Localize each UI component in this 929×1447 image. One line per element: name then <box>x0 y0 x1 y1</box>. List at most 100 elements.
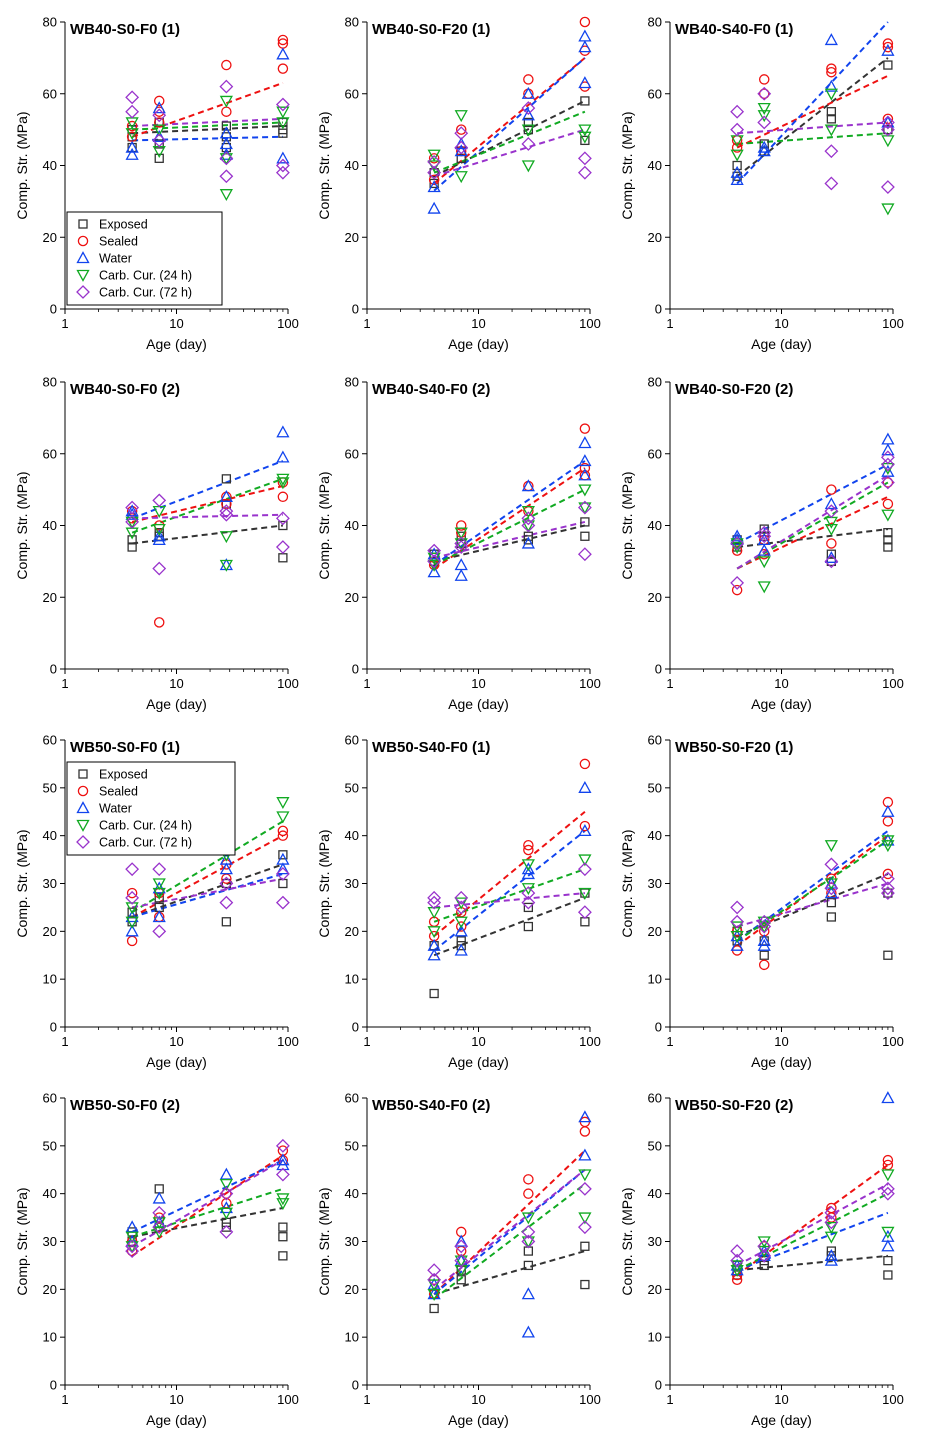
y-tick-label: 80 <box>345 375 359 390</box>
x-tick-label: 100 <box>277 676 299 691</box>
data-point-water <box>276 862 290 875</box>
trend-line-carb-cur-72-h <box>736 882 889 928</box>
y-tick-label: 30 <box>648 1234 662 1249</box>
data-point-carb-cur-24-h <box>757 556 771 569</box>
x-axis-label: Age (day) <box>146 696 207 712</box>
data-point-carb-cur-24-h <box>152 1226 166 1239</box>
data-point-exposed <box>732 171 742 181</box>
data-point-carb-cur-72-h <box>824 176 839 191</box>
data-point-water <box>454 558 468 571</box>
data-point-carb-cur-24-h <box>757 921 771 934</box>
data-point-carb-cur-24-h <box>427 1279 441 1292</box>
data-point-carb-cur-72-h <box>880 881 895 896</box>
x-tick-label: 1 <box>666 676 673 691</box>
data-point-sealed <box>153 117 165 128</box>
data-point-carb-cur-24-h <box>427 149 441 162</box>
y-tick-label: 0 <box>50 662 57 677</box>
data-point-carb-cur-72-h <box>125 1244 140 1258</box>
data-point-sealed <box>579 423 591 434</box>
data-point-exposed <box>883 528 893 538</box>
legend-label: Sealed <box>99 785 138 799</box>
panel-title: WB40-S0-F0 (2) <box>70 381 180 398</box>
data-point-sealed <box>455 520 467 531</box>
legend-marker-carb-cur-72-h <box>76 835 90 849</box>
panel-title: WB40-S40-F0 (2) <box>372 381 490 398</box>
data-point-exposed <box>278 1232 288 1242</box>
data-point-sealed <box>428 174 440 186</box>
chart-panel: 0 20 40 60 80 1 10 100 Age (day) Comp. Str. (MPa)… <box>316 15 601 353</box>
data-point-water <box>152 1191 166 1204</box>
data-point-carb-cur-24-h <box>521 859 535 872</box>
data-point-sealed <box>126 120 138 132</box>
y-tick-label: 40 <box>43 828 57 843</box>
y-tick-label: 80 <box>43 15 57 30</box>
panel-title: WB50-S0-F20 (2) <box>675 1097 793 1114</box>
data-point-carb-cur-24-h <box>152 878 166 891</box>
chart-panel: 0 20 40 60 80 1 10 100 Age (day) Comp. Str. (MPa)… <box>14 15 299 353</box>
data-point-carb-cur-24-h <box>125 516 139 529</box>
data-point-exposed <box>580 1241 590 1251</box>
y-tick-label: 40 <box>648 828 662 843</box>
data-point-carb-cur-24-h <box>521 520 535 533</box>
data-point-sealed <box>277 825 289 837</box>
data-point-water <box>427 938 441 951</box>
data-point-sealed <box>277 830 289 841</box>
data-point-exposed <box>580 517 590 527</box>
y-tick-label: 60 <box>43 1091 57 1106</box>
x-tick-label: 1 <box>61 316 68 331</box>
data-point-exposed <box>429 988 439 999</box>
x-tick-label: 1 <box>363 1034 370 1049</box>
legend-box <box>66 211 223 306</box>
data-point-carb-cur-72-h <box>219 507 234 522</box>
data-point-carb-cur-24-h <box>219 153 233 166</box>
data-point-carb-cur-72-h <box>427 1272 442 1287</box>
panel-title: WB50-S0-F0 (2) <box>70 1097 180 1114</box>
data-point-water <box>578 454 592 467</box>
y-tick-label: 60 <box>345 733 359 748</box>
data-point-water <box>521 1325 535 1338</box>
x-tick-label: 10 <box>169 676 183 691</box>
legend-label: Carb. Cur. (24 h) <box>99 819 192 833</box>
data-point-carb-cur-24-h <box>757 110 771 123</box>
y-tick-label: 20 <box>345 924 359 939</box>
data-point-carb-cur-72-h <box>125 890 140 905</box>
data-point-carb-cur-72-h <box>824 857 839 872</box>
y-tick-label: 50 <box>345 780 359 795</box>
data-point-carb-cur-72-h <box>521 886 536 900</box>
x-tick-label: 1 <box>363 676 370 691</box>
y-tick-label: 10 <box>43 1330 57 1345</box>
data-point-sealed <box>882 41 894 53</box>
y-tick-label: 40 <box>345 1186 359 1201</box>
data-point-water <box>881 1091 895 1104</box>
data-point-carb-cur-24-h <box>578 1169 592 1182</box>
data-point-carb-cur-24-h <box>276 811 290 824</box>
trend-line-water <box>736 21 889 185</box>
data-point-water <box>219 852 233 865</box>
data-point-carb-cur-72-h <box>824 554 839 569</box>
panel-title: WB40-S0-F0 (1) <box>70 21 180 38</box>
y-tick-label: 10 <box>345 1330 359 1345</box>
data-point-carb-cur-72-h <box>521 511 536 526</box>
x-axis-label: Age (day) <box>146 1412 207 1428</box>
data-point-carb-cur-72-h <box>577 905 592 920</box>
data-point-exposed <box>759 139 769 149</box>
data-point-carb-cur-72-h <box>880 1186 895 1201</box>
data-point-carb-cur-72-h <box>880 115 895 130</box>
y-tick-label: 40 <box>648 518 662 533</box>
data-point-carb-cur-72-h <box>152 561 167 576</box>
y-tick-label: 10 <box>648 972 662 987</box>
data-point-carb-cur-24-h <box>824 516 838 529</box>
trend-line-sealed <box>131 82 284 138</box>
panel-title: WB40-S0-F20 (1) <box>372 21 490 38</box>
y-tick-label: 20 <box>648 924 662 939</box>
data-point-exposed <box>759 531 769 541</box>
data-point-water <box>881 1239 895 1252</box>
data-point-carb-cur-72-h <box>577 862 592 877</box>
data-point-water <box>219 1167 233 1180</box>
chart-panel: 0 10 20 30 40 50 60 1 10 100 Age (day) Comp. Str. (… <box>316 1091 601 1429</box>
trend-line-sealed <box>433 810 586 937</box>
data-point-water <box>276 852 290 865</box>
legend-marker-exposed <box>78 219 88 229</box>
data-point-water <box>152 881 166 894</box>
data-point-carb-cur-72-h <box>521 895 536 910</box>
